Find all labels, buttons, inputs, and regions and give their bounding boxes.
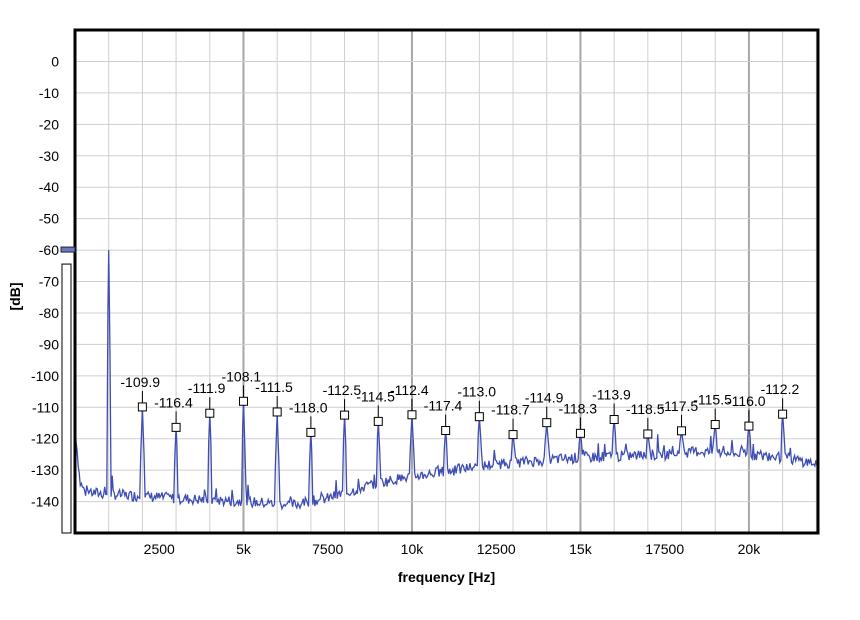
harmonic-label: -118.0 bbox=[289, 399, 328, 415]
harmonic-marker bbox=[710, 420, 720, 430]
y-tick-label: -100 bbox=[31, 368, 59, 384]
harmonic-label: -112.2 bbox=[761, 381, 800, 397]
level-meter-strip bbox=[61, 263, 72, 534]
harmonic-marker bbox=[474, 412, 484, 422]
plot-frame bbox=[73, 28, 820, 535]
harmonic-label: -111.5 bbox=[255, 379, 293, 395]
y-tick-label: -130 bbox=[31, 462, 59, 478]
y-tick-label: -10 bbox=[39, 85, 59, 101]
y-tick-label: -140 bbox=[31, 494, 59, 510]
harmonic-marker bbox=[677, 426, 687, 436]
x-tick-label: 2500 bbox=[144, 541, 175, 557]
y-tick-label: -20 bbox=[39, 116, 59, 132]
harmonic-marker bbox=[744, 421, 754, 431]
harmonic-label: -118.3 bbox=[558, 400, 597, 416]
x-tick-label: 12500 bbox=[477, 541, 516, 557]
harmonic-label: -117.5 bbox=[660, 398, 699, 414]
harmonic-label: -112.5 bbox=[323, 382, 362, 398]
harmonic-marker bbox=[508, 430, 518, 440]
y-tick-label: -50 bbox=[39, 211, 59, 227]
harmonic-marker bbox=[171, 422, 181, 432]
harmonic-marker bbox=[575, 428, 585, 438]
y-tick-label: -60 bbox=[39, 242, 59, 258]
harmonic-marker bbox=[609, 415, 619, 425]
harmonic-label: -116.4 bbox=[154, 394, 193, 410]
harmonic-marker bbox=[542, 418, 552, 428]
harmonic-label: -113.0 bbox=[457, 384, 496, 400]
harmonic-markers bbox=[137, 385, 788, 440]
harmonic-label: -112.4 bbox=[390, 382, 429, 398]
harmonic-marker bbox=[778, 409, 788, 419]
harmonic-marker bbox=[340, 410, 350, 420]
y-tick-label: -40 bbox=[39, 179, 59, 195]
harmonic-labels: -109.9-116.4-111.9-108.1-111.5-118.0-112… bbox=[120, 368, 799, 417]
harmonic-marker bbox=[306, 427, 316, 437]
harmonic-label: -118.7 bbox=[491, 402, 530, 418]
harmonic-marker bbox=[643, 429, 653, 439]
harmonic-marker bbox=[205, 408, 215, 418]
x-tick-label: 5k bbox=[236, 541, 252, 557]
y-tick-label: -110 bbox=[32, 399, 59, 415]
harmonic-marker bbox=[407, 410, 417, 420]
harmonic-label: -114.5 bbox=[356, 388, 395, 404]
y-tick-label: -70 bbox=[39, 274, 59, 290]
harmonic-label: -114.9 bbox=[525, 390, 564, 406]
x-tick-label: 20k bbox=[738, 541, 762, 557]
x-tick-label: 10k bbox=[401, 541, 425, 557]
x-tick-label: 7500 bbox=[312, 541, 343, 557]
y-tick-label: -30 bbox=[39, 148, 59, 164]
y-tick-label: -90 bbox=[39, 336, 59, 352]
harmonic-label: -113.9 bbox=[592, 387, 631, 403]
level-marker[interactable] bbox=[60, 246, 76, 253]
harmonic-label: -108.1 bbox=[221, 368, 261, 384]
harmonic-marker bbox=[238, 396, 248, 406]
harmonic-label: -117.4 bbox=[424, 398, 463, 414]
harmonic-label: -109.9 bbox=[120, 374, 160, 390]
y-tick-labels: 0 -10 -20 -30 -40 -50 -60 -70 -80 -90 -100 -110 -120… bbox=[31, 53, 59, 509]
y-axis-title: [dB] bbox=[7, 283, 23, 311]
harmonic-label: -111.9 bbox=[188, 380, 226, 396]
x-tick-labels: 2500 5k 7500 10k 12500 15k 17500 20k bbox=[144, 541, 762, 557]
harmonic-label: -118.5 bbox=[626, 401, 665, 417]
y-tick-label: -120 bbox=[31, 431, 59, 447]
spectrum-trace bbox=[74, 250, 819, 511]
x-tick-label: 17500 bbox=[645, 541, 684, 557]
x-axis-title: frequency [Hz] bbox=[398, 569, 495, 585]
harmonic-label: -116.0 bbox=[727, 393, 766, 409]
y-tick-label: -80 bbox=[39, 305, 59, 321]
x-tick-label: 15k bbox=[569, 541, 593, 557]
harmonic-marker bbox=[441, 426, 451, 436]
harmonic-marker bbox=[137, 402, 147, 412]
y-tick-label: 0 bbox=[51, 53, 59, 69]
harmonic-label: -115.5 bbox=[693, 392, 732, 408]
harmonic-marker bbox=[272, 407, 282, 417]
harmonic-marker bbox=[373, 416, 383, 426]
